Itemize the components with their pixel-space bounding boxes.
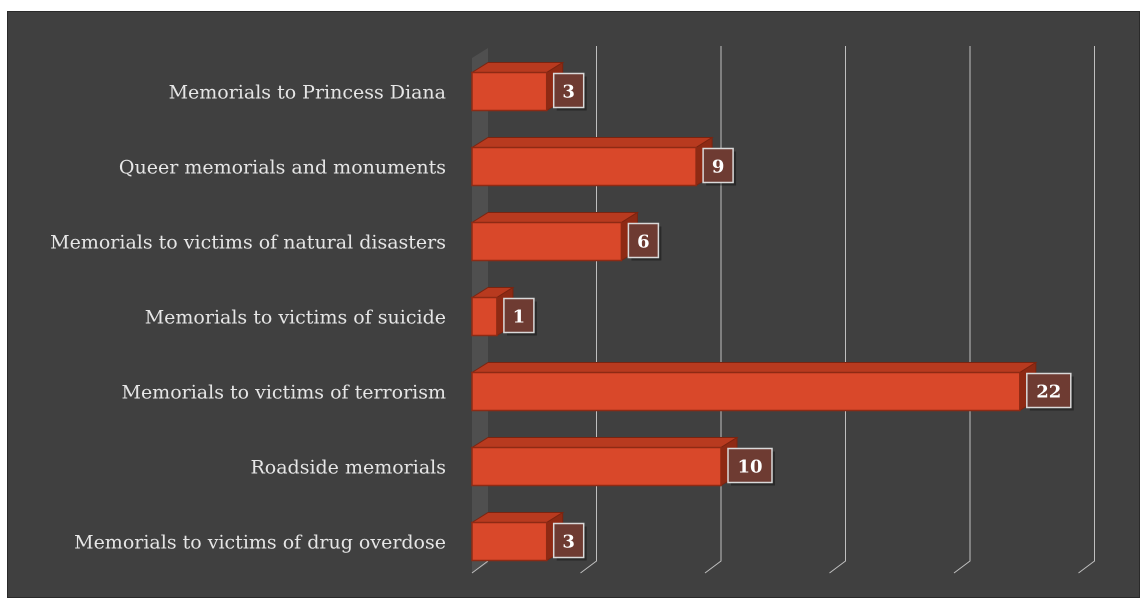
bar-top (470, 362, 1038, 373)
data-label: 10 (727, 447, 775, 486)
gridline (580, 46, 597, 574)
data-label-box (552, 72, 585, 109)
bars (470, 61, 1038, 562)
bar (470, 211, 640, 262)
category-label: Memorials to victims of drug overdose (74, 532, 446, 554)
category-label: Queer memorials and monuments (119, 157, 446, 179)
value-labels: 3 9 6 1 22 10 3 (503, 72, 1074, 561)
gridline (953, 46, 971, 574)
data-label-box (702, 147, 734, 184)
bar (470, 361, 1038, 412)
bar-top (470, 437, 739, 448)
data-label-box (627, 222, 660, 259)
bar (470, 61, 565, 112)
bar-front (471, 71, 548, 112)
data-label-value: 9 (712, 157, 725, 178)
bar-front (471, 371, 1021, 412)
data-label-value: 3 (562, 532, 575, 553)
chart-area (7, 11, 1140, 598)
gridlines (471, 46, 1095, 574)
bar-front (471, 146, 697, 187)
category-label: Memorials to Princess Diana (169, 82, 446, 104)
data-label-box (1026, 372, 1072, 409)
category-label: Roadside memorials (250, 457, 446, 479)
data-label-box (503, 297, 535, 334)
gridline (829, 46, 846, 574)
bar-front (471, 446, 722, 487)
data-label: 3 (552, 522, 587, 561)
category-label: Memorials to victims of natural disaster… (50, 232, 446, 254)
category-label: Memorials to victims of terrorism (121, 382, 446, 404)
data-label-value: 1 (513, 307, 526, 328)
bar-front (471, 221, 623, 262)
gridline (704, 46, 722, 574)
data-label: 9 (702, 147, 737, 186)
bar-top (470, 137, 714, 148)
data-label-value: 22 (1036, 382, 1061, 403)
gridline (1078, 46, 1095, 574)
data-label-box (552, 522, 585, 559)
bar (470, 436, 739, 487)
data-label-box (727, 447, 773, 484)
bar (470, 511, 565, 562)
category-label: Memorials to victims of suicide (145, 307, 446, 329)
data-label: 6 (627, 222, 662, 261)
data-label: 1 (503, 297, 537, 336)
data-label-value: 3 (562, 82, 575, 103)
bar-front (471, 521, 548, 562)
bar-top (470, 212, 640, 223)
category-labels: Memorials to Princess Diana Queer memoria… (50, 82, 446, 554)
axis-base-line (471, 560, 489, 574)
bar-front (471, 296, 498, 337)
data-label: 22 (1026, 372, 1074, 411)
data-label-value: 10 (737, 457, 762, 478)
data-label: 3 (552, 72, 587, 111)
bar (470, 136, 714, 187)
data-label-value: 6 (637, 232, 650, 253)
